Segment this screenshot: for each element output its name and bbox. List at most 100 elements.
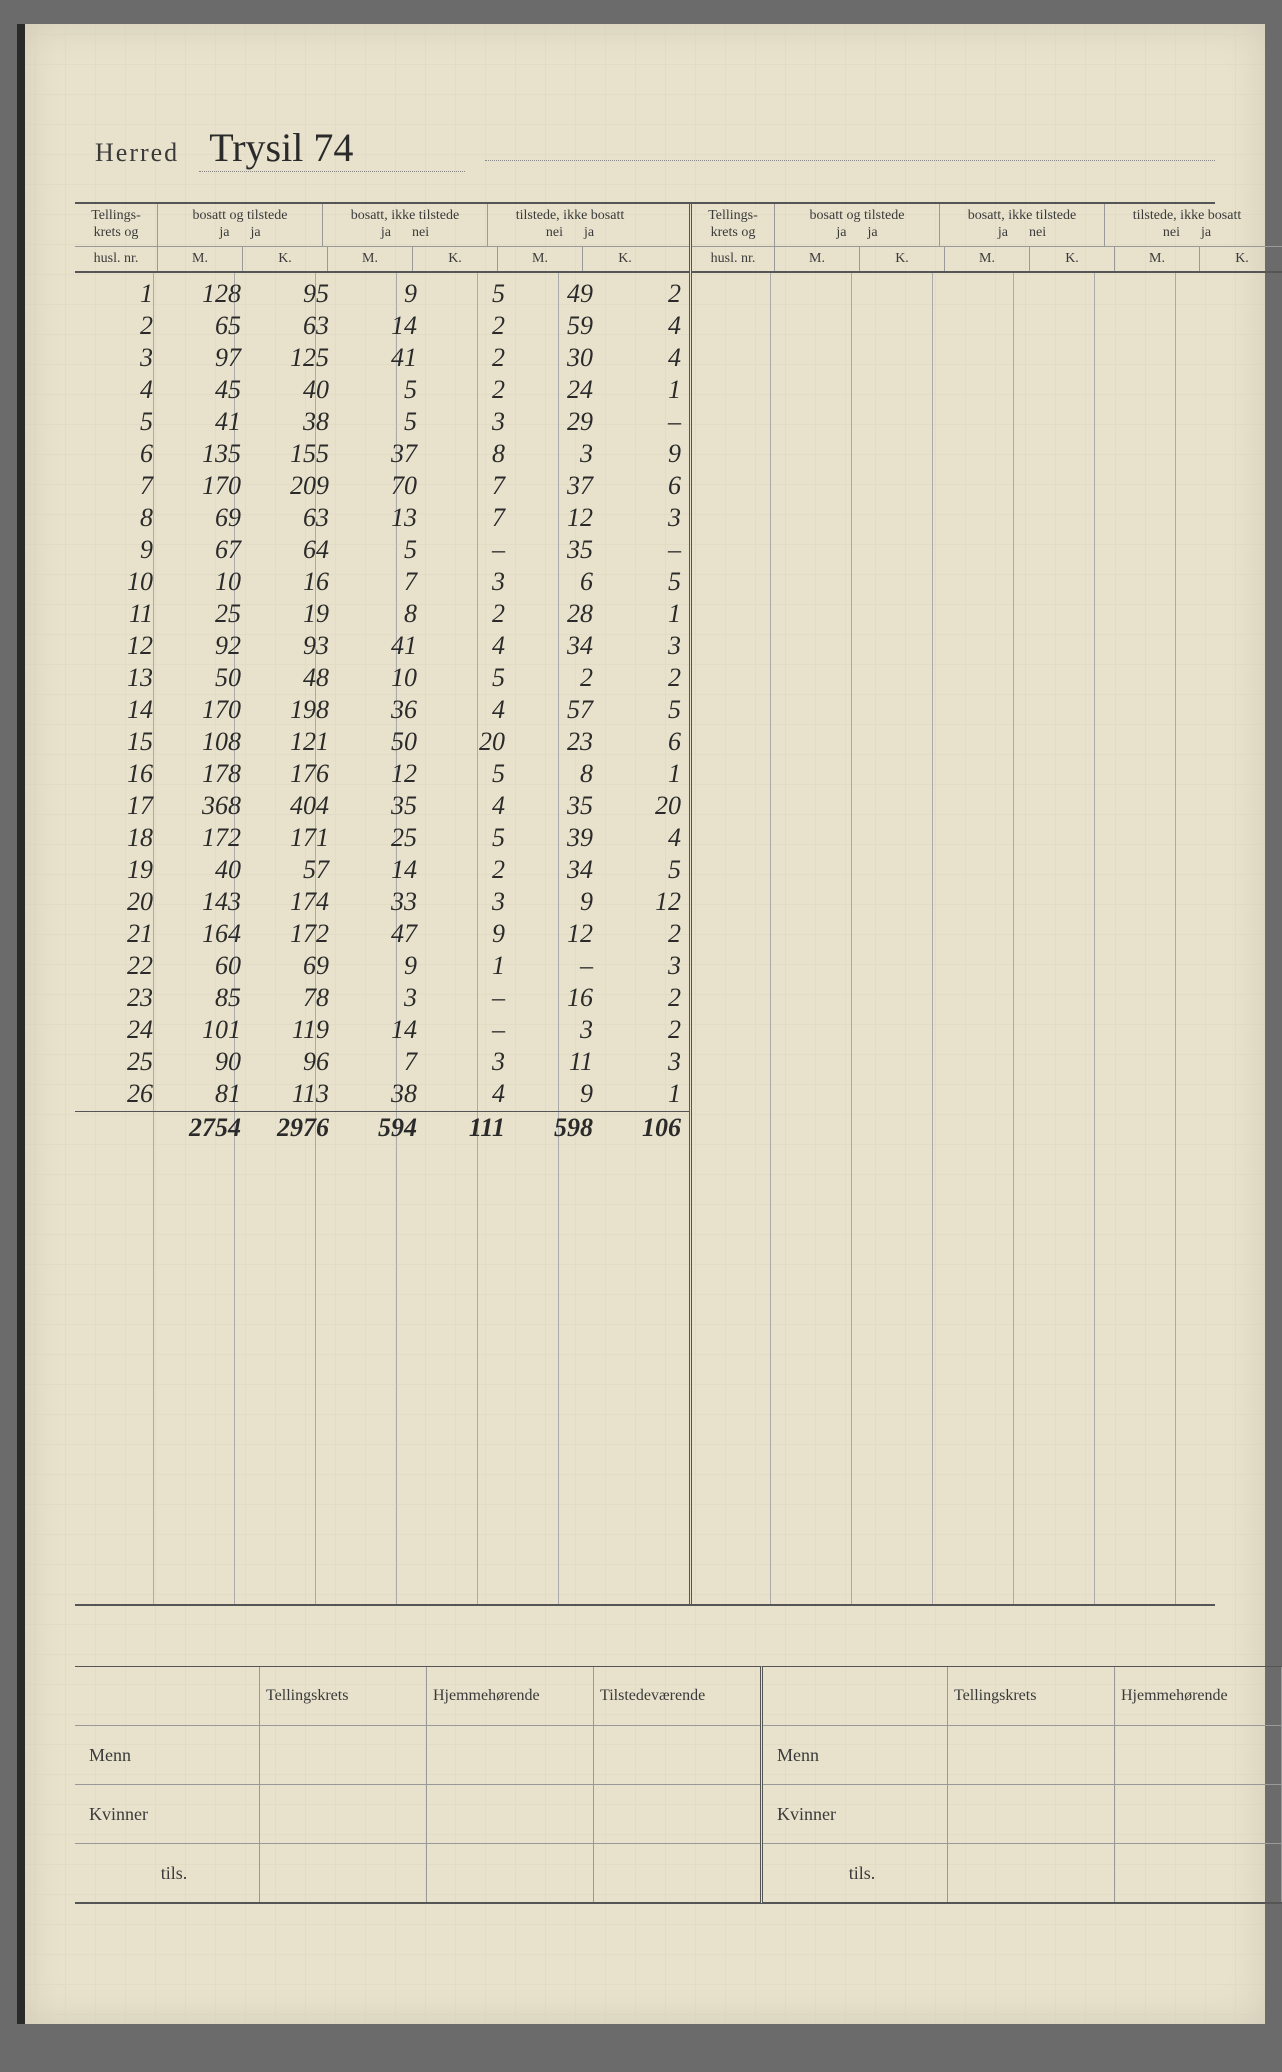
sum-kv-r: Kvinner <box>763 1785 948 1843</box>
cell: 121 <box>249 727 337 759</box>
cell: 4 <box>425 1079 513 1111</box>
row-index: 11 <box>75 599 161 631</box>
cell: 170 <box>161 471 249 503</box>
cell: 41 <box>337 631 425 663</box>
cell: 5 <box>337 375 425 407</box>
data-row: 18172171255394 <box>75 823 689 855</box>
cell: 4 <box>601 823 689 855</box>
g2s1: ja <box>584 225 594 240</box>
cell: 106 <box>601 1112 689 1144</box>
data-row: 11251982281 <box>75 599 689 631</box>
cell: 2754 <box>161 1112 249 1144</box>
cell: 35 <box>337 791 425 823</box>
cell: 2 <box>425 343 513 375</box>
cell: 14 <box>337 1015 425 1047</box>
cell: 38 <box>249 407 337 439</box>
sum-kv-2 <box>427 1785 594 1843</box>
summary-row-kvinner: Kvinner <box>75 1785 760 1844</box>
cell: 10 <box>161 567 249 599</box>
summary-left: Tellingskrets Hjemmehørende Tilstedevære… <box>75 1666 763 1904</box>
cell: 5 <box>337 407 425 439</box>
group-0-title-r: bosatt og tilstede <box>810 208 905 225</box>
cell: 35 <box>513 535 601 567</box>
cell: 90 <box>161 1047 249 1079</box>
ledger-right: Tellings- krets og bosatt og tilstede ja… <box>692 204 1282 1604</box>
group-1-title-r: bosatt, ikke tilstede <box>968 208 1076 225</box>
cell: 368 <box>161 791 249 823</box>
group-1-title: bosatt, ikke tilstede <box>351 208 459 225</box>
g2s1r: ja <box>1201 225 1211 240</box>
cell: – <box>601 407 689 439</box>
cell: 6 <box>601 471 689 503</box>
cell: 59 <box>513 311 601 343</box>
data-row: 967645–35– <box>75 535 689 567</box>
sum-tils-3 <box>594 1844 760 1902</box>
cell: 78 <box>249 983 337 1015</box>
cell: 3 <box>601 951 689 983</box>
cell: 39 <box>513 823 601 855</box>
cell: 598 <box>513 1112 601 1144</box>
row-index: 18 <box>75 823 161 855</box>
cell: 9 <box>513 887 601 919</box>
cell: 128 <box>161 279 249 311</box>
cell: 40 <box>249 375 337 407</box>
cell: 29 <box>513 407 601 439</box>
mk-0r: M. <box>775 247 860 272</box>
col-head-sub: husl. nr. M. K. M. K. M. K. <box>75 247 689 274</box>
group-2-title-r: tilstede, ikke bosatt <box>1133 208 1241 225</box>
cell: 5 <box>425 823 513 855</box>
cell: 3 <box>601 503 689 535</box>
sum-menn-2 <box>427 1726 594 1784</box>
idx-head-sub: husl. nr. <box>75 247 158 272</box>
group-2-title: tilstede, ikke bosatt <box>516 208 624 225</box>
mk-4: M. <box>498 247 583 272</box>
cell: 3 <box>337 983 425 1015</box>
sum-h1: Tellingskrets <box>260 1667 427 1725</box>
mk-4r: M. <box>1115 247 1200 272</box>
cell: 28 <box>513 599 601 631</box>
cell: 93 <box>249 631 337 663</box>
cell: 9 <box>425 919 513 951</box>
cell: 57 <box>513 695 601 727</box>
cell: 12 <box>513 503 601 535</box>
row-index: 26 <box>75 1079 161 1111</box>
cell: 8 <box>425 439 513 471</box>
data-row: 268111338491 <box>75 1079 689 1111</box>
summary-right: Tellingskrets Hjemmehørende Tilstedevære… <box>763 1666 1282 1904</box>
col-head-top: Tellings- krets og bosatt og tilstede ja… <box>75 204 689 247</box>
row-index: 23 <box>75 983 161 1015</box>
cell: 5 <box>425 663 513 695</box>
cell: 143 <box>161 887 249 919</box>
g0s1: ja <box>251 225 261 240</box>
cell: 20 <box>425 727 513 759</box>
cell: 12 <box>601 887 689 919</box>
cell: 64 <box>249 535 337 567</box>
row-index: 15 <box>75 727 161 759</box>
cell: 2 <box>601 983 689 1015</box>
mk-1: K. <box>243 247 328 272</box>
group-2: tilstede, ikke bosatt nei ja <box>488 204 652 246</box>
cell: 170 <box>161 695 249 727</box>
data-row: 2385783–162 <box>75 983 689 1015</box>
summary-row-tils: tils. <box>75 1844 760 1902</box>
cell: 8 <box>513 759 601 791</box>
cell: 4 <box>601 311 689 343</box>
cell: 81 <box>161 1079 249 1111</box>
sum-tils-2 <box>427 1844 594 1902</box>
cell: 7 <box>425 471 513 503</box>
cell: 35 <box>513 791 601 823</box>
cell: 119 <box>249 1015 337 1047</box>
cell: 47 <box>337 919 425 951</box>
cell: 113 <box>249 1079 337 1111</box>
cell: 23 <box>513 727 601 759</box>
row-index: 24 <box>75 1015 161 1047</box>
herred-label: Herred <box>95 138 179 168</box>
cell: 198 <box>249 695 337 727</box>
cell: 1 <box>601 759 689 791</box>
row-index: 25 <box>75 1047 161 1079</box>
cell: 2 <box>425 375 513 407</box>
sum-h0 <box>75 1667 260 1725</box>
cell: 171 <box>249 823 337 855</box>
cell: 30 <box>513 343 601 375</box>
g1s1: nei <box>412 225 429 240</box>
